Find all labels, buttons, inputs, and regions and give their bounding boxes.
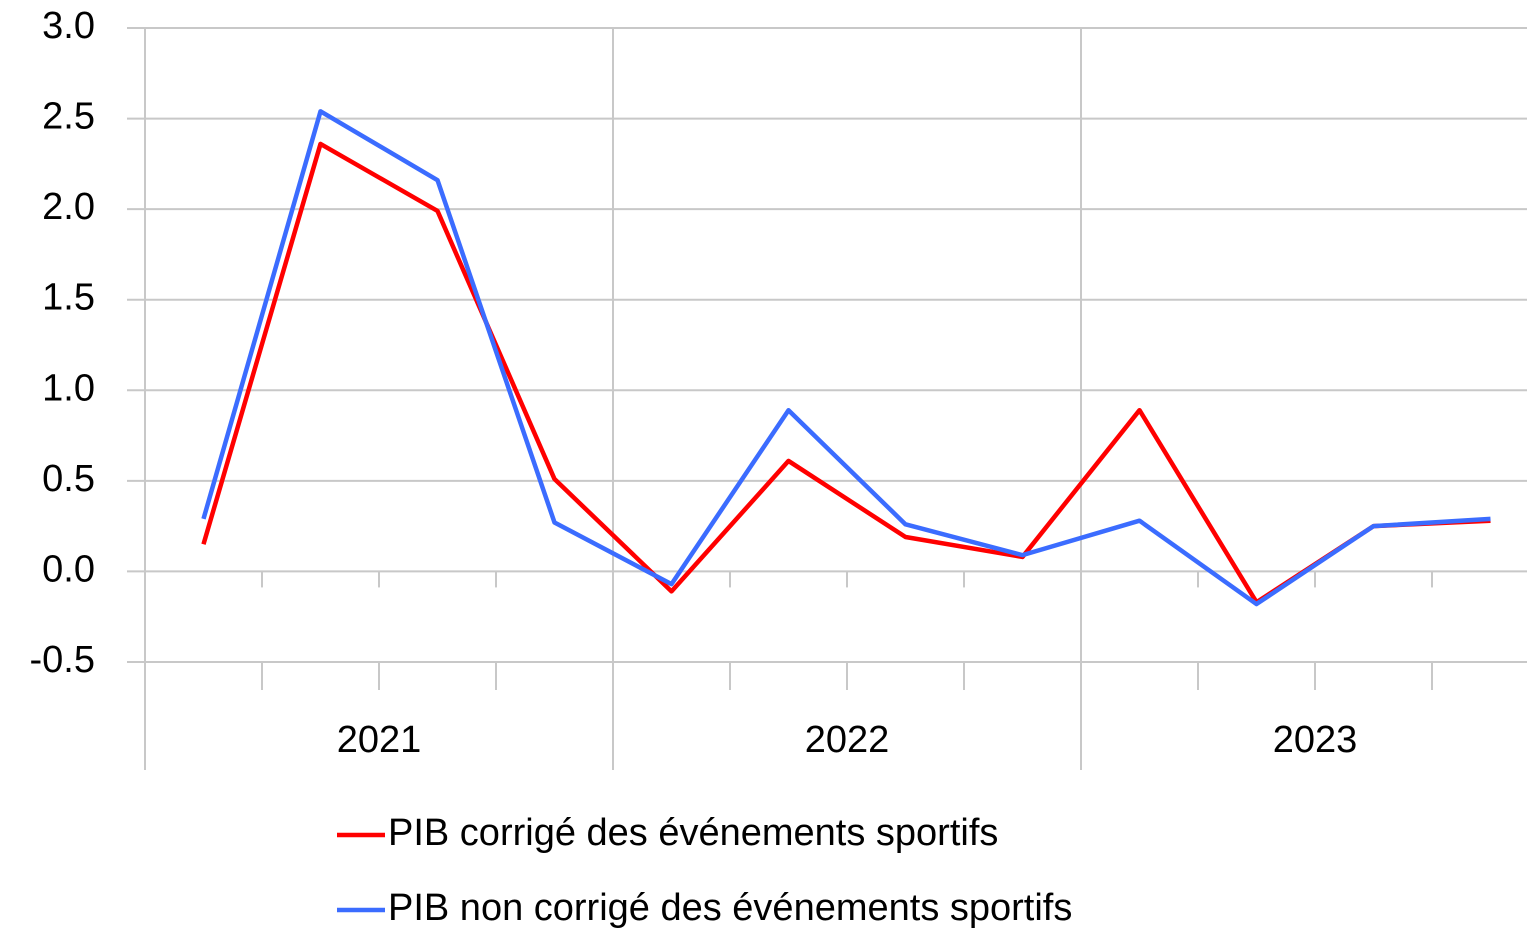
legend-label: PIB non corrigé des événements sportifs bbox=[388, 887, 1072, 929]
y-tick-label: 3.0 bbox=[42, 5, 95, 47]
series-line bbox=[201, 109, 1491, 607]
y-tick-label: 1.0 bbox=[42, 367, 95, 409]
series-line bbox=[201, 141, 1491, 605]
y-tick-label: 2.5 bbox=[42, 96, 95, 138]
x-group-label: 2023 bbox=[1273, 719, 1358, 761]
y-tick-label: 1.5 bbox=[42, 277, 95, 319]
x-group-label: 2021 bbox=[337, 719, 422, 761]
y-tick-label: 0.5 bbox=[42, 458, 95, 500]
y-tick-label: -0.5 bbox=[30, 639, 95, 681]
y-tick-label: 0.0 bbox=[42, 548, 95, 590]
y-tick-label: 2.0 bbox=[42, 186, 95, 228]
legend-label: PIB corrigé des événements sportifs bbox=[388, 812, 998, 854]
x-group-label: 2022 bbox=[805, 719, 890, 761]
